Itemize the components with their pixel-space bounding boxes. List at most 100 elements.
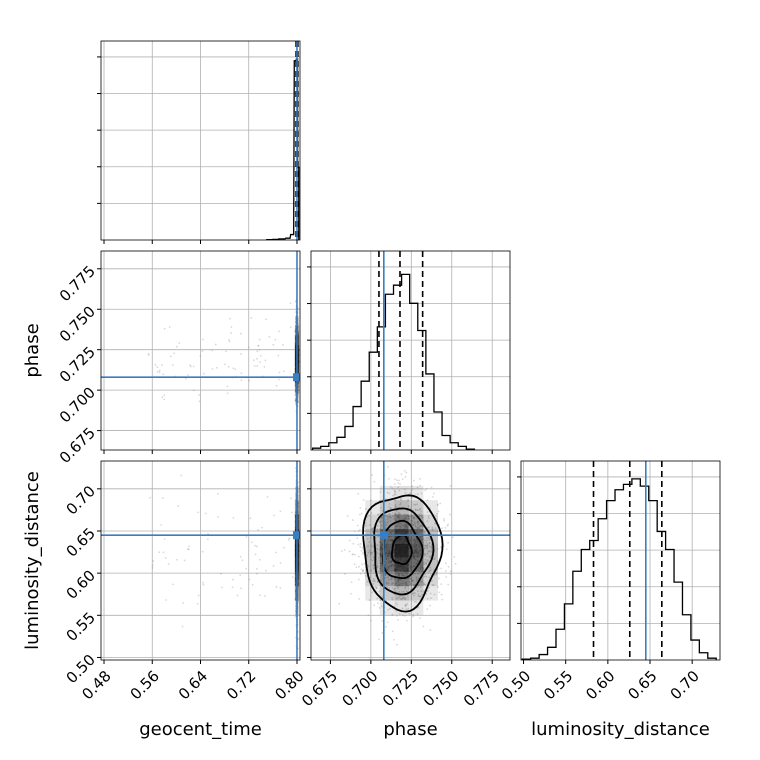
panel-content xyxy=(101,41,300,240)
sample-point xyxy=(401,478,404,481)
sample-point xyxy=(239,555,242,558)
sample-point xyxy=(409,577,412,580)
sample-point xyxy=(439,502,442,505)
sample-point xyxy=(433,593,436,596)
sample-point xyxy=(241,559,244,562)
sample-point xyxy=(373,579,376,582)
sample-point xyxy=(447,523,449,526)
sample-point xyxy=(351,553,354,556)
sample-point xyxy=(394,503,397,506)
sample-point xyxy=(358,597,361,600)
sample-point xyxy=(416,521,419,524)
sample-point xyxy=(158,371,161,374)
sample-point xyxy=(410,515,413,518)
sample-point xyxy=(426,520,429,523)
sample-point xyxy=(408,583,411,585)
sample-point xyxy=(429,566,432,569)
sample-point xyxy=(418,513,420,516)
sample-point xyxy=(188,545,190,548)
sample-point xyxy=(388,516,391,519)
sample-point xyxy=(414,572,416,575)
sample-point xyxy=(376,565,379,568)
sample-point xyxy=(211,349,214,352)
sample-point xyxy=(368,599,371,602)
sample-point xyxy=(343,549,346,551)
sample-point xyxy=(162,551,165,554)
density-cell xyxy=(394,586,409,601)
sample-point xyxy=(412,584,415,586)
sample-point xyxy=(394,587,397,590)
sample-point xyxy=(247,346,250,349)
x-axis-label-phase: phase xyxy=(383,719,437,740)
sample-point xyxy=(399,497,402,500)
sample-point xyxy=(374,585,377,588)
sample-point xyxy=(417,577,420,579)
sample-point xyxy=(409,492,412,495)
sample-point xyxy=(440,546,442,549)
sample-point xyxy=(417,584,420,587)
sample-point xyxy=(378,559,381,562)
sample-point xyxy=(447,583,450,586)
sample-point xyxy=(365,524,367,527)
sample-point xyxy=(362,553,364,556)
sample-point xyxy=(294,385,297,388)
sample-point xyxy=(412,516,415,519)
sample-point xyxy=(404,587,407,590)
x-tick-label: 0.700 xyxy=(339,667,382,710)
sample-point xyxy=(449,485,452,487)
sample-point xyxy=(429,556,432,559)
sample-point xyxy=(404,476,407,478)
sample-point xyxy=(358,528,361,531)
sample-point xyxy=(416,526,419,529)
sample-point xyxy=(443,518,445,520)
sample-point xyxy=(447,541,449,544)
y-tick-label: 0.675 xyxy=(56,424,99,467)
sample-point xyxy=(294,330,297,333)
sample-point xyxy=(441,527,443,530)
sample-point xyxy=(232,367,235,370)
sample-point xyxy=(357,530,360,533)
sample-point xyxy=(419,525,421,527)
sample-point xyxy=(227,366,230,368)
sample-point xyxy=(240,352,242,355)
sample-point xyxy=(420,512,422,515)
sample-point xyxy=(407,607,410,610)
density-cell xyxy=(296,383,300,394)
sample-point xyxy=(409,491,412,494)
sample-point xyxy=(368,549,371,552)
sample-point xyxy=(389,512,391,515)
sample-point xyxy=(360,549,363,552)
sample-point xyxy=(424,489,427,492)
sample-point xyxy=(425,541,427,544)
sample-point xyxy=(240,587,243,590)
sample-point xyxy=(384,521,387,524)
sample-point xyxy=(417,509,420,512)
sample-point xyxy=(372,556,375,559)
sample-point xyxy=(202,338,204,341)
sample-point xyxy=(354,553,356,556)
sample-point xyxy=(172,583,174,586)
sample-point xyxy=(368,541,371,543)
sample-point xyxy=(225,350,228,353)
sample-point xyxy=(377,570,380,573)
sample-point xyxy=(226,385,229,388)
sample-point xyxy=(400,473,403,476)
sample-point xyxy=(430,546,433,549)
sample-point xyxy=(404,604,407,607)
sample-point xyxy=(367,545,369,548)
sample-point xyxy=(421,593,424,596)
sample-point xyxy=(252,359,255,362)
sample-point xyxy=(448,513,451,516)
panel-content xyxy=(101,251,300,450)
sample-point xyxy=(367,551,370,554)
sample-point xyxy=(360,568,363,571)
sample-point xyxy=(423,561,426,564)
sample-point xyxy=(423,583,426,586)
sample-point xyxy=(357,578,360,581)
density-cell xyxy=(296,557,300,572)
x-tick-label: 0.65 xyxy=(624,667,660,703)
sample-point xyxy=(425,539,428,542)
sample-point xyxy=(410,497,413,500)
sample-point xyxy=(415,516,418,519)
sample-point xyxy=(412,613,415,616)
